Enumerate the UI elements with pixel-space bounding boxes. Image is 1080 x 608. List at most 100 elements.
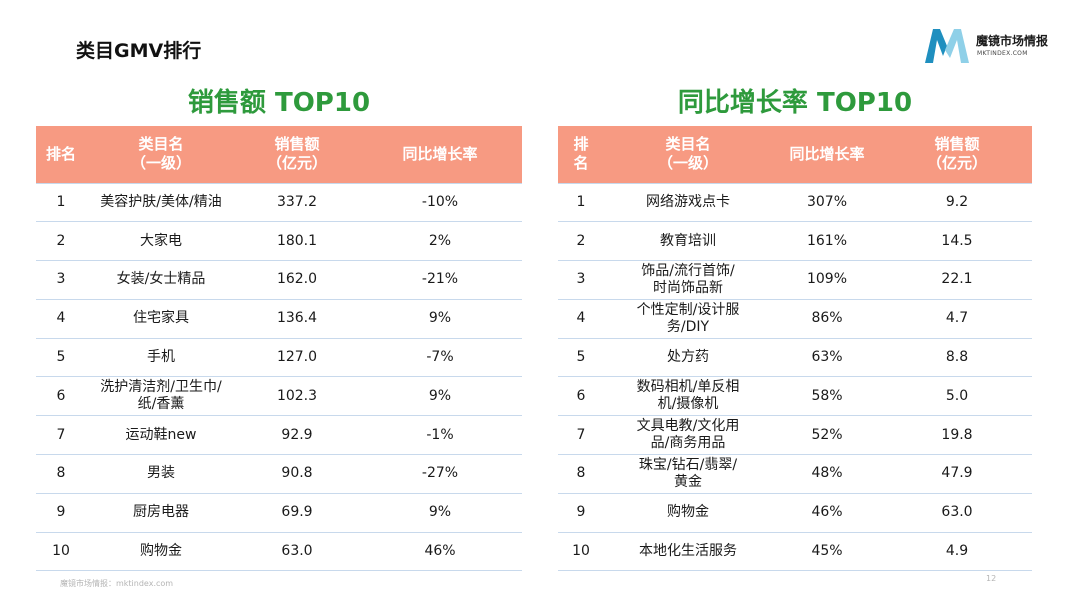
cell-category: 女装/女士精品 xyxy=(86,260,236,300)
table-row: 6 洗护清洁剂/卫生巾/纸/香薰 102.3 9% xyxy=(36,376,522,417)
table-row: 3 饰品/流行首饰/时尚饰品新 109% 22.1 xyxy=(558,260,1032,300)
cell-sales: 19.8 xyxy=(882,415,1032,456)
cell-category: 饰品/流行首饰/时尚饰品新 xyxy=(604,260,772,300)
cell-growth: -10% xyxy=(358,182,522,223)
cell-growth: 48% xyxy=(772,454,882,494)
cell-rank: 1 xyxy=(36,182,86,223)
table-header-row: 排名 类目名 （一级） 销售额 （亿元） 同比增长率 xyxy=(36,126,522,183)
page-number: 12 xyxy=(986,574,997,583)
cell-growth: -7% xyxy=(358,338,522,378)
cell-rank: 9 xyxy=(36,493,86,533)
cell-rank: 2 xyxy=(558,221,604,262)
cell-growth: 161% xyxy=(772,221,882,262)
cell-sales: 69.9 xyxy=(236,493,358,533)
table-row: 2 教育培训 161% 14.5 xyxy=(558,221,1032,262)
header-growth: 同比增长率 xyxy=(772,126,882,183)
table-row: 5 手机 127.0 -7% xyxy=(36,338,522,378)
cell-category: 数码相机/单反相 机/摄像机 xyxy=(604,376,772,417)
cell-rank: 8 xyxy=(36,454,86,494)
cell-growth: 46% xyxy=(358,532,522,572)
cell-sales: 14.5 xyxy=(882,221,1032,262)
table-row: 5 处方药 63% 8.8 xyxy=(558,338,1032,378)
table-row: 2 大家电 180.1 2% xyxy=(36,221,522,262)
cell-sales: 136.4 xyxy=(236,299,358,339)
table-row: 1 网络游戏点卡 307% 9.2 xyxy=(558,182,1032,223)
cell-sales: 4.7 xyxy=(882,299,1032,339)
table-row: 9 购物金 46% 63.0 xyxy=(558,493,1032,533)
table-row: 8 珠宝/钻石/翡翠/黄金 48% 47.9 xyxy=(558,454,1032,494)
logo-url: MKTINDEX.COM xyxy=(977,50,1028,57)
cell-growth: 9% xyxy=(358,376,522,417)
cell-rank: 3 xyxy=(558,260,604,300)
cell-category: 运动鞋new xyxy=(86,415,236,456)
cell-category: 珠宝/钻石/翡翠/黄金 xyxy=(604,454,772,494)
cell-sales: 180.1 xyxy=(236,221,358,262)
cell-sales: 337.2 xyxy=(236,182,358,223)
cell-growth: 9% xyxy=(358,493,522,533)
cell-category: 厨房电器 xyxy=(86,493,236,533)
table-row: 1 美容护肤/美体/精油 337.2 -10% xyxy=(36,182,522,223)
header-sales: 销售额 （亿元） xyxy=(236,126,358,183)
cell-sales: 8.8 xyxy=(882,338,1032,378)
cell-rank: 2 xyxy=(36,221,86,262)
cell-sales: 102.3 xyxy=(236,376,358,417)
growth-top10-title: 同比增长率 TOP10 xyxy=(677,88,913,118)
cell-category: 洗护清洁剂/卫生巾/纸/香薰 xyxy=(86,376,236,417)
cell-category: 文具电教/文化用 品/商务用品 xyxy=(604,415,772,456)
cell-category: 手机 xyxy=(86,338,236,378)
table-row: 7 文具电教/文化用 品/商务用品 52% 19.8 xyxy=(558,415,1032,456)
logo-m-icon xyxy=(925,29,969,63)
cell-growth: 2% xyxy=(358,221,522,262)
table-row: 8 男装 90.8 -27% xyxy=(36,454,522,494)
cell-category: 个性定制/设计服 务/DIY xyxy=(604,299,772,339)
page-title: 类目GMV排行 xyxy=(76,40,202,62)
cell-category: 购物金 xyxy=(604,493,772,533)
cell-category: 购物金 xyxy=(86,532,236,572)
cell-category: 网络游戏点卡 xyxy=(604,182,772,223)
cell-rank: 10 xyxy=(36,532,86,572)
footer-source: 魔镜市场情报：mktindex.com xyxy=(60,579,174,588)
cell-category: 美容护肤/美体/精油 xyxy=(86,182,236,223)
cell-growth: 45% xyxy=(772,532,882,572)
cell-rank: 3 xyxy=(36,260,86,300)
header-sales: 销售额 （亿元） xyxy=(882,126,1032,183)
sales-top10-title: 销售额 TOP10 xyxy=(187,88,371,118)
cell-growth: 63% xyxy=(772,338,882,378)
cell-sales: 9.2 xyxy=(882,182,1032,223)
cell-sales: 4.9 xyxy=(882,532,1032,572)
cell-rank: 4 xyxy=(558,299,604,339)
cell-sales: 47.9 xyxy=(882,454,1032,494)
header-category: 类目名 （一级） xyxy=(604,126,772,183)
header-growth: 同比增长率 xyxy=(358,126,522,183)
cell-sales: 162.0 xyxy=(236,260,358,300)
cell-growth: 86% xyxy=(772,299,882,339)
cell-category: 大家电 xyxy=(86,221,236,262)
cell-sales: 92.9 xyxy=(236,415,358,456)
cell-category: 本地化生活服务 xyxy=(604,532,772,572)
cell-rank: 5 xyxy=(558,338,604,378)
cell-growth: 9% xyxy=(358,299,522,339)
cell-rank: 5 xyxy=(36,338,86,378)
cell-sales: 22.1 xyxy=(882,260,1032,300)
table-row: 4 住宅家具 136.4 9% xyxy=(36,299,522,339)
brand-logo: 魔镜市场情报 MKTINDEX.COM xyxy=(924,26,1054,66)
header-category: 类目名 （一级） xyxy=(86,126,236,183)
table-row: 4 个性定制/设计服 务/DIY 86% 4.7 xyxy=(558,299,1032,339)
cell-category: 处方药 xyxy=(604,338,772,378)
cell-rank: 1 xyxy=(558,182,604,223)
cell-rank: 6 xyxy=(36,376,86,417)
cell-growth: -1% xyxy=(358,415,522,456)
cell-sales: 5.0 xyxy=(882,376,1032,417)
cell-rank: 7 xyxy=(558,415,604,456)
cell-rank: 7 xyxy=(36,415,86,456)
table-row: 9 厨房电器 69.9 9% xyxy=(36,493,522,533)
cell-category: 住宅家具 xyxy=(86,299,236,339)
header-rank: 排名 xyxy=(36,126,86,183)
header-rank: 排名 xyxy=(558,126,604,183)
table-row: 3 女装/女士精品 162.0 -21% xyxy=(36,260,522,300)
cell-category: 教育培训 xyxy=(604,221,772,262)
cell-sales: 63.0 xyxy=(882,493,1032,533)
table-row: 10 本地化生活服务 45% 4.9 xyxy=(558,532,1032,572)
cell-rank: 4 xyxy=(36,299,86,339)
table-row: 6 数码相机/单反相 机/摄像机 58% 5.0 xyxy=(558,376,1032,417)
